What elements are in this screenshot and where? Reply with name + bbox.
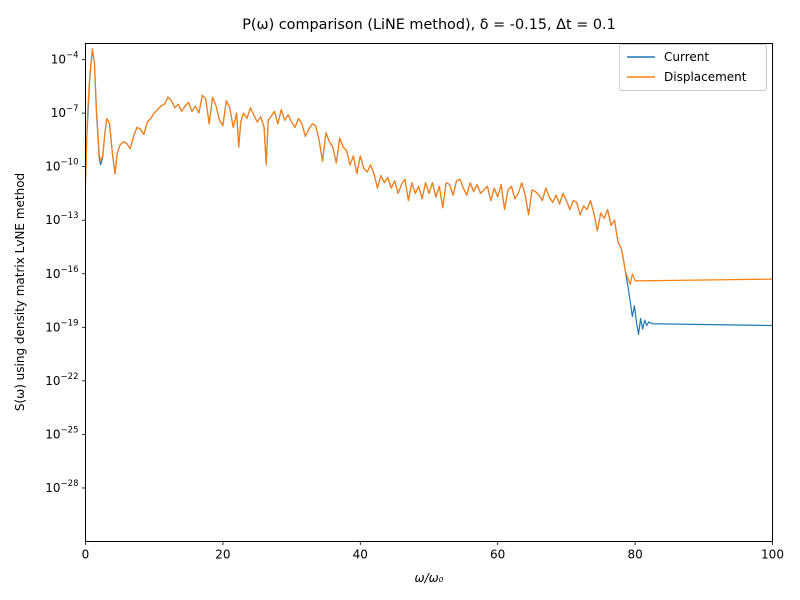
y-axis-label: S(ω) using density matrix LvNE method (13, 173, 27, 411)
y-tick-label: 10−10 (45, 158, 78, 174)
y-tick-label: 10−7 (51, 104, 79, 120)
plot-area (85, 43, 773, 542)
y-tick-label: 10−16 (45, 265, 78, 281)
legend: Current Displacement (619, 44, 767, 91)
series-line-displacement (84, 48, 773, 286)
x-tick-label: 0 (82, 548, 90, 562)
y-axis: 10−28 10−25 10−22 10−19 10−16 10−13 10−10 10−7 1… (45, 51, 86, 495)
legend-label-current: Current (664, 50, 709, 64)
y-tick-label: 10−13 (45, 211, 78, 227)
x-tick-label: 80 (627, 548, 642, 562)
y-tick-label: 10−4 (51, 51, 79, 67)
x-axis: 0 20 40 60 80 100 (82, 541, 784, 562)
y-tick-label: 10−28 (45, 479, 78, 495)
x-tick-label: 40 (353, 548, 368, 562)
series-layer (84, 48, 773, 336)
axes-frame (85, 43, 773, 542)
legend-label-displacement: Displacement (664, 70, 747, 84)
legend-box (619, 44, 767, 91)
x-tick-label: 20 (215, 548, 230, 562)
x-tick-label: 100 (761, 548, 784, 562)
y-tick-label: 10−22 (45, 372, 78, 388)
y-tick-label: 10−19 (45, 318, 78, 334)
x-axis-label: ω/ω₀ (415, 571, 444, 585)
x-tick-label: 60 (490, 548, 505, 562)
chart-title: P(ω) comparison (LiNE method), δ = -0.15… (242, 17, 616, 33)
y-tick-label: 10−25 (45, 425, 78, 441)
